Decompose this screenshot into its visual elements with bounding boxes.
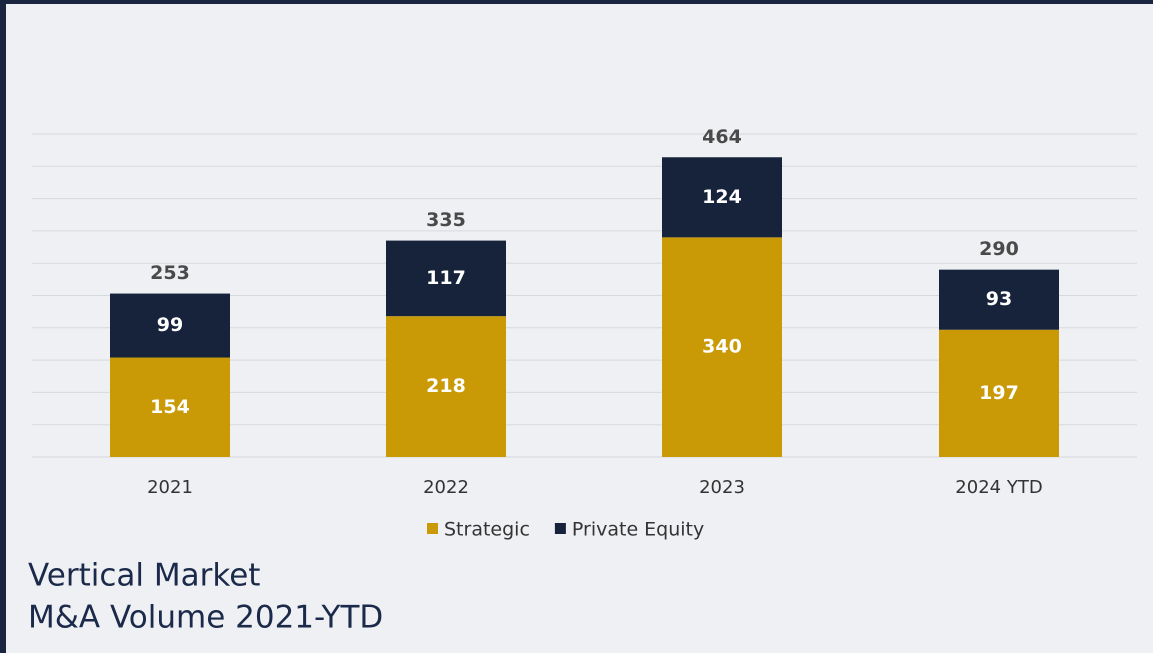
bar-segment <box>110 293 230 358</box>
legend-label: Strategic <box>444 519 530 541</box>
data-label: 117 <box>426 267 466 289</box>
bar-segment <box>386 316 506 457</box>
bar-segment <box>662 237 782 457</box>
chart-title: Vertical Market <box>28 558 260 594</box>
x-tick-label: 2021 <box>147 477 193 498</box>
legend-swatch <box>554 523 566 534</box>
bar-segment <box>386 240 506 317</box>
data-label: 93 <box>986 288 1012 310</box>
bar-segment <box>939 269 1059 330</box>
legend-swatch <box>427 523 438 534</box>
total-label: 335 <box>426 209 466 231</box>
bar-segment <box>662 157 782 238</box>
chart-title: M&A Volume 2021-YTD <box>28 600 383 636</box>
bar-segment <box>110 357 230 457</box>
data-label: 340 <box>702 336 742 358</box>
data-label: 124 <box>702 186 742 208</box>
x-tick-label: 2024 YTD <box>955 477 1042 498</box>
total-label: 253 <box>150 262 190 284</box>
data-label: 99 <box>157 314 183 336</box>
bar-segment <box>939 329 1059 457</box>
legend-label: Private Equity <box>572 519 704 541</box>
x-tick-label: 2023 <box>699 477 745 498</box>
data-label: 218 <box>426 375 466 397</box>
total-label: 290 <box>979 238 1019 260</box>
total-label: 464 <box>702 126 742 148</box>
data-label: 154 <box>150 396 190 418</box>
data-label: 197 <box>979 382 1019 404</box>
x-tick-label: 2022 <box>423 477 469 498</box>
